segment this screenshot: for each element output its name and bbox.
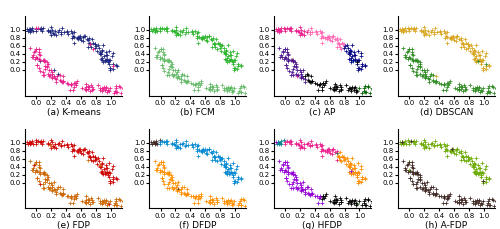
X-axis label: (e) FDP: (e) FDP <box>57 221 90 229</box>
X-axis label: (a) K-means: (a) K-means <box>46 109 100 117</box>
X-axis label: (g) HFDP: (g) HFDP <box>302 221 342 229</box>
X-axis label: (c) AP: (c) AP <box>309 109 336 117</box>
X-axis label: (b) FCM: (b) FCM <box>180 109 215 117</box>
X-axis label: (d) DBSCAN: (d) DBSCAN <box>420 109 473 117</box>
X-axis label: (h) A-FDP: (h) A-FDP <box>426 221 468 229</box>
X-axis label: (f) DFDP: (f) DFDP <box>179 221 216 229</box>
